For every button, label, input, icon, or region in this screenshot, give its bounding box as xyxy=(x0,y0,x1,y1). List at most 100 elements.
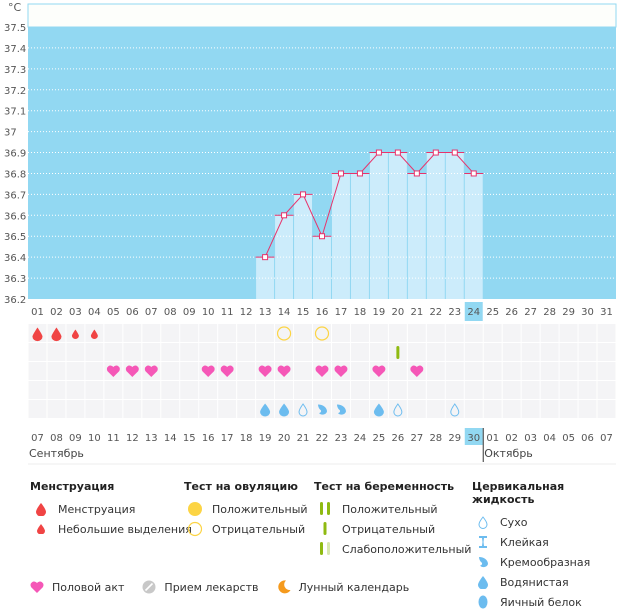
event-cell xyxy=(407,400,426,418)
legend-menstruation: Менструация Менструация Небольшие выделе… xyxy=(30,480,192,539)
event-cell xyxy=(218,324,237,342)
heart-icon xyxy=(220,365,234,377)
bbt-chart: °C 37.5 37.4 37.3 37.2 37.1 37 36.9 36.8 36.7 36.6… xyxy=(4,1,617,465)
legend-item: Отрицательный xyxy=(184,519,308,539)
event-cell xyxy=(521,381,540,399)
event-cell xyxy=(502,324,521,342)
cycle-day-label: 11 xyxy=(221,307,234,318)
cycle-day-label: 18 xyxy=(354,307,367,318)
menstruation-drop-icon xyxy=(32,327,43,342)
legend-item: Небольшие выделения xyxy=(30,519,192,539)
legend-label: Небольшие выделения xyxy=(58,522,192,536)
temperature-point xyxy=(451,149,458,156)
cycle-day-label: 05 xyxy=(107,307,120,318)
event-cell xyxy=(161,362,180,380)
circle-filled-icon xyxy=(184,501,206,517)
event-cell xyxy=(237,324,256,342)
calendar-date-label: 15 xyxy=(183,433,196,444)
legend-item: Положительный xyxy=(314,499,471,519)
legend-label: Прием лекарств xyxy=(164,580,259,594)
legend-item: Водянистая xyxy=(472,572,626,592)
creamy-icon xyxy=(318,404,327,415)
legend-label: Положительный xyxy=(212,502,308,516)
event-cell xyxy=(540,400,559,418)
legend-item: Лунный календарь xyxy=(277,580,410,594)
temperature-point xyxy=(413,170,420,177)
event-cell xyxy=(559,324,578,342)
event-cell xyxy=(578,343,597,361)
temperature-bar xyxy=(313,236,331,299)
cycle-day-label: 10 xyxy=(202,307,215,318)
cycle-day-label: 30 xyxy=(581,307,594,318)
temperature-bar xyxy=(388,152,407,299)
event-cell xyxy=(388,324,407,342)
cycle-day-label: 06 xyxy=(126,307,139,318)
watery-drop-icon xyxy=(472,575,494,589)
event-cell xyxy=(350,362,369,380)
event-cell xyxy=(218,343,237,361)
calendar-date-label: 03 xyxy=(524,433,537,444)
calendar-date-label: 02 xyxy=(505,433,518,444)
legend-item: Прием лекарств xyxy=(142,580,259,594)
calendar-date-label: 18 xyxy=(240,433,253,444)
event-cell xyxy=(331,324,350,342)
event-cell xyxy=(331,343,350,361)
temperature-point xyxy=(262,254,269,261)
event-cell xyxy=(502,362,521,380)
y-tick-label: 36.2 xyxy=(4,295,26,306)
y-tick-label: 36.5 xyxy=(4,232,26,243)
event-cell xyxy=(483,324,502,342)
legend-label: Лунный календарь xyxy=(298,580,410,594)
event-cell xyxy=(199,400,218,418)
event-cell xyxy=(388,400,407,418)
event-cell xyxy=(256,324,275,342)
calendar-date-label: 28 xyxy=(429,433,442,444)
heart-icon xyxy=(372,365,386,377)
event-cell xyxy=(597,400,616,418)
event-cell xyxy=(407,343,426,361)
event-cell xyxy=(578,324,597,342)
legend-pregnancy: Тест на беременность Положительный Отриц… xyxy=(314,480,471,559)
event-cell xyxy=(123,381,142,399)
heart-icon xyxy=(277,365,291,377)
one-bar-icon xyxy=(314,522,336,536)
cycle-day-label: 12 xyxy=(240,307,253,318)
temperature-point xyxy=(337,170,344,177)
calendar-date-label: 24 xyxy=(354,433,367,444)
temperature-point xyxy=(470,170,477,177)
calendar-date-label: 17 xyxy=(221,433,234,444)
cycle-day-label: 26 xyxy=(505,307,518,318)
event-cell xyxy=(597,362,616,380)
event-cell xyxy=(294,400,313,418)
event-cell xyxy=(161,381,180,399)
axes: °C 37.5 37.4 37.3 37.2 37.1 37 36.9 36.8 36.7 36.6… xyxy=(4,1,616,465)
temperature-point xyxy=(319,233,325,240)
event-cell xyxy=(28,343,47,361)
plot-header xyxy=(27,3,617,28)
temperature-line xyxy=(264,152,475,258)
calendar-date-label: 13 xyxy=(145,433,158,444)
event-cell xyxy=(275,381,294,399)
heart-icon xyxy=(144,365,158,377)
legend-item: Кремообразная xyxy=(472,552,626,572)
circle-outline-icon xyxy=(184,521,206,537)
event-cell xyxy=(578,381,597,399)
calendar-date-label: 08 xyxy=(50,433,63,444)
event-cell xyxy=(237,343,256,361)
cycle-day-label: 01 xyxy=(31,307,44,318)
cycle-day-label: 24 xyxy=(467,307,480,318)
y-tick-label: 36.3 xyxy=(4,274,26,285)
event-cell xyxy=(464,381,483,399)
calendar-date-label: 27 xyxy=(410,433,423,444)
cycle-day-label: 29 xyxy=(562,307,575,318)
event-cell xyxy=(464,362,483,380)
event-cell xyxy=(445,400,464,418)
event-cell xyxy=(85,362,104,380)
event-cell xyxy=(180,343,199,361)
event-cell xyxy=(502,381,521,399)
calendar-date-label: 16 xyxy=(202,433,215,444)
y-tick-label: 37.4 xyxy=(4,44,26,55)
event-cell xyxy=(123,400,142,418)
y-unit-label: °C xyxy=(8,1,22,14)
temperature-point xyxy=(356,170,363,177)
